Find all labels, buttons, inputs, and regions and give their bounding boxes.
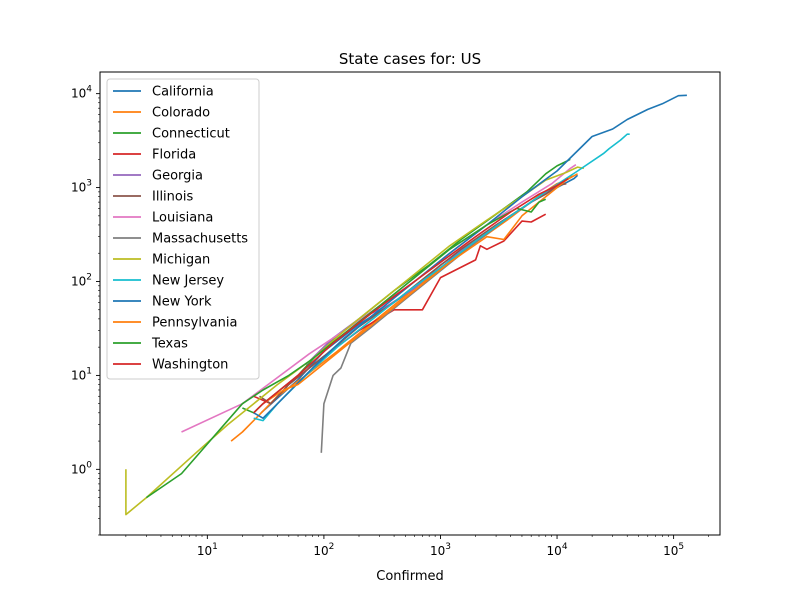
y-tick-label: 103 bbox=[71, 179, 92, 195]
legend-label-10: New York bbox=[152, 295, 212, 310]
legend-label-4: Georgia bbox=[152, 169, 203, 184]
y-tick-label: 102 bbox=[71, 272, 92, 288]
series-line-5 bbox=[259, 182, 567, 405]
plot-frame bbox=[99, 71, 721, 536]
x-tick-label: 103 bbox=[430, 542, 451, 558]
x-tick-label: 101 bbox=[197, 542, 218, 558]
chart-title: State cases for: US bbox=[339, 50, 481, 68]
y-tick-label: 100 bbox=[71, 460, 92, 476]
y-tick-label: 101 bbox=[71, 366, 92, 382]
legend-label-5: Illinois bbox=[152, 190, 193, 205]
legend-label-13: Washington bbox=[152, 358, 228, 373]
y-axis: 100 101 102 103 104 bbox=[71, 85, 100, 536]
legend-label-9: New Jersey bbox=[152, 274, 224, 289]
series-line-10 bbox=[253, 94, 687, 419]
x-tick-label: 102 bbox=[313, 542, 334, 558]
series-layer bbox=[125, 94, 687, 516]
legend-label-6: Louisiana bbox=[152, 211, 213, 226]
legend-label-12: Texas bbox=[151, 337, 188, 352]
x-tick-label: 104 bbox=[547, 542, 568, 558]
legend-label-2: Connecticut bbox=[152, 127, 230, 142]
legend-label-7: Massachusetts bbox=[152, 232, 248, 247]
series-line-13 bbox=[253, 177, 569, 414]
legend-label-3: Florida bbox=[152, 148, 196, 163]
legend-label-11: Pennsylvania bbox=[152, 316, 237, 331]
y-tick-label: 104 bbox=[71, 85, 92, 101]
series-line-11 bbox=[262, 173, 578, 405]
legend-label-8: Michigan bbox=[152, 253, 210, 268]
series-line-12 bbox=[145, 198, 547, 499]
legend-box bbox=[106, 78, 260, 380]
x-tick-label: 105 bbox=[663, 542, 684, 558]
legend: California Colorado Connecticut Florida Geor… bbox=[106, 78, 260, 380]
legend-label-1: Colorado bbox=[152, 106, 210, 121]
series-line-8 bbox=[125, 166, 585, 516]
legend-label-0: California bbox=[152, 85, 214, 100]
x-axis-label: Confirmed bbox=[376, 569, 444, 584]
x-axis: 101 102 103 104 105 bbox=[125, 535, 710, 558]
